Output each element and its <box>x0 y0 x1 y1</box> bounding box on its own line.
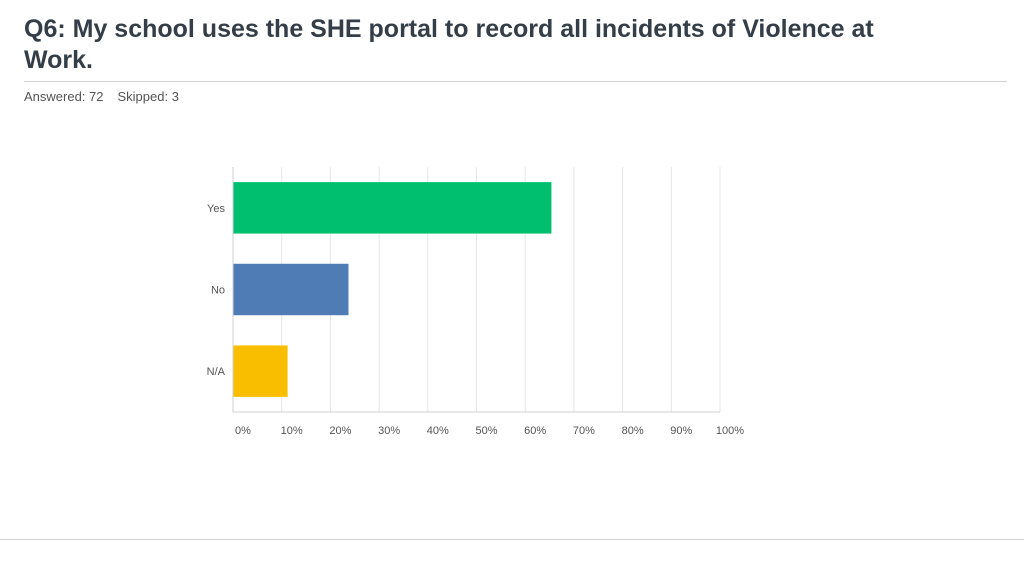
question-title: Q6: My school uses the SHE portal to rec… <box>24 15 874 74</box>
x-tick-label: 40% <box>427 425 449 437</box>
bars <box>233 182 552 397</box>
category-label: Yes <box>207 203 225 215</box>
x-tick-label: 60% <box>524 425 546 437</box>
axes <box>232 167 720 413</box>
category-label: N/A <box>207 366 226 378</box>
bar-yes <box>233 182 552 234</box>
category-label: No <box>211 285 225 297</box>
bar-no <box>233 263 349 316</box>
skipped-count: Skipped: 3 <box>117 89 179 104</box>
x-tick-label: 10% <box>281 425 303 437</box>
footer-divider <box>0 539 1024 540</box>
x-tick-label: 30% <box>378 425 400 437</box>
category-labels: Yes No N/A <box>207 203 226 378</box>
x-tick-label: 90% <box>670 425 692 437</box>
title-divider <box>24 81 1007 82</box>
x-tick-label: 0% <box>235 425 251 437</box>
x-tick-label: 70% <box>573 425 595 437</box>
x-tick-label: 80% <box>622 425 644 437</box>
x-tick-label: 50% <box>475 425 497 437</box>
x-tick-label: 100% <box>716 425 744 437</box>
x-tick-labels: 0% 10% 20% 30% 40% 50% 60% 70% 80% 90% 100% <box>235 425 744 437</box>
answered-count: Answered: 72 <box>24 89 104 104</box>
bar-n-a <box>233 345 288 397</box>
response-stats: Answered: 72 Skipped: 3 <box>24 89 179 104</box>
x-tick-label: 20% <box>329 425 351 437</box>
